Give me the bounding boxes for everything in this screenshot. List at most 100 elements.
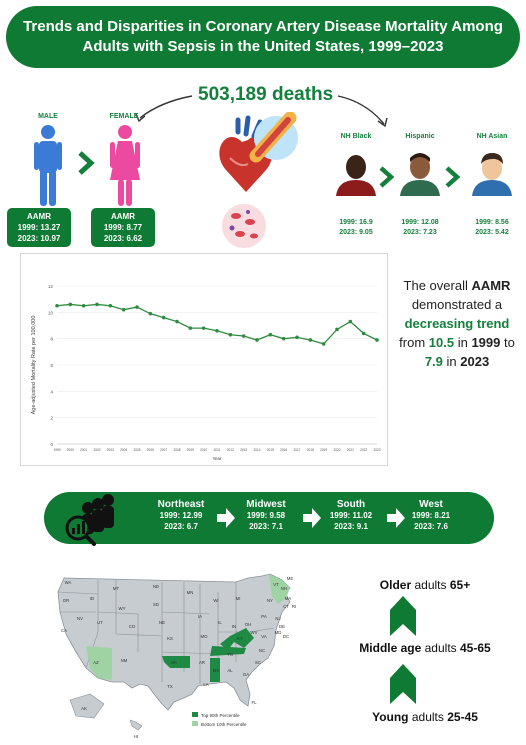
- x-tick-label: 2023: [373, 448, 380, 452]
- x-tick-label: 2020: [333, 448, 340, 452]
- male-aamr-1999: 1999: 13.27: [17, 223, 61, 232]
- state-label-ga: GA: [243, 672, 249, 677]
- region-west: West 1999: 8.21 2023: 7.6: [398, 499, 464, 532]
- us-mainland-shape: [57, 573, 291, 711]
- race-label-nh-asian: NH Asian: [476, 133, 508, 140]
- nh-asian-2023: 2023: 5.42: [475, 229, 509, 236]
- state-label-il: IL: [218, 620, 222, 625]
- us-state-map: WA OR CA NV ID MT WY UT AZ CO NM ND SD NE KS OK TX MN IA MO…: [57, 573, 296, 739]
- state-label-ca: CA: [61, 628, 67, 633]
- state-label-id: ID: [90, 596, 94, 601]
- x-tick-label: 2015: [267, 448, 274, 452]
- region-name: Midwest: [246, 499, 286, 510]
- state-label-oh: OH: [245, 622, 251, 627]
- region-1999: 1999: 9.58: [246, 511, 286, 520]
- state-label-ma: MA: [285, 596, 292, 601]
- female-figure-icon: [110, 125, 140, 206]
- legend-top-swatch: [192, 712, 198, 717]
- age-middle: Middle age adults 45-65: [322, 641, 526, 655]
- data-point: [161, 315, 166, 320]
- trend-text-part: from: [399, 335, 429, 350]
- trend-end-year: 2023: [460, 354, 490, 369]
- y-tick-label: 12: [48, 284, 54, 289]
- age-word: adults: [408, 710, 448, 724]
- data-point: [241, 334, 246, 338]
- legend-bottom-swatch: [192, 721, 198, 726]
- x-tick-label: 2017: [293, 448, 300, 452]
- nh-asian-1999: 1999: 8.56: [475, 219, 509, 226]
- age-label: Older: [379, 578, 412, 592]
- state-label-nd: ND: [153, 584, 159, 589]
- regions-banner: [44, 492, 494, 544]
- data-point: [215, 328, 219, 333]
- x-tick-label: 2014: [253, 448, 260, 452]
- title-line-1: Trends and Disparities in Coronary Arter…: [23, 18, 503, 35]
- legend-bottom-label: Bottom 10th Percentile: [201, 722, 247, 727]
- x-tick-label: 2004: [120, 448, 127, 452]
- data-point: [55, 303, 59, 308]
- region-2023: 2023: 6.7: [164, 522, 198, 531]
- data-point: [148, 311, 153, 316]
- state-label-ct: CT: [283, 604, 289, 609]
- x-tick-label: 2011: [214, 448, 221, 452]
- title-line-2: Adults with Sepsis in the United States,…: [82, 38, 444, 55]
- state-label-wy: WY: [119, 606, 126, 611]
- chevron-right-icon: [445, 166, 461, 188]
- region-south: South 1999: 11.02 2023: 9.1: [318, 499, 384, 532]
- aamr-series-line: [56, 303, 378, 345]
- arrow-right-icon: [217, 508, 235, 528]
- arizona-light-region: [86, 646, 112, 680]
- race-label-nh-black: NH Black: [340, 133, 372, 140]
- nh-asian-stats: 1999: 8.56 2023: 5.42: [462, 218, 522, 238]
- state-labels: WA OR CA NV ID MT WY UT AZ CO NM ND SD NE KS OK TX MN IA MO…: [61, 576, 296, 739]
- age-older: Older adults 65+: [330, 578, 520, 592]
- region-midwest: Midwest 1999: 9.58 2023: 7.1: [233, 499, 299, 532]
- trend-text-part: in: [442, 354, 461, 369]
- y-tick-label: 2: [50, 416, 53, 421]
- heart-artery-blood-illustration: [219, 112, 298, 248]
- age-young: Young adults 25-45: [330, 710, 520, 724]
- female-aamr-box: AAMR 1999: 8.77 2023: 6.62: [91, 208, 155, 247]
- state-label-sc: SC: [255, 660, 261, 665]
- state-label-ak: AK: [81, 706, 87, 711]
- state-label-az: AZ: [93, 660, 99, 665]
- x-tick-label: 2005: [133, 448, 140, 452]
- state-label-fl: FL: [251, 700, 257, 705]
- x-tick-label: 2006: [147, 448, 154, 452]
- state-label-me: ME: [287, 576, 294, 581]
- y-tick-label: 0: [50, 442, 53, 447]
- trend-text-part: demonstrated a: [411, 297, 503, 312]
- x-tick-label: 2010: [200, 448, 207, 452]
- data-point: [95, 302, 99, 307]
- trend-text-part: The overall: [403, 278, 472, 293]
- data-point: [135, 305, 139, 309]
- data-point: [81, 303, 86, 308]
- kentucky-westvirginia-highlight: [220, 628, 254, 650]
- female-aamr-1999: 1999: 8.77: [103, 223, 143, 232]
- state-label-va: VA: [261, 634, 267, 639]
- data-point: [188, 326, 193, 330]
- state-label-co: CO: [129, 624, 136, 629]
- age-word: adults: [421, 641, 460, 655]
- female-label: FEMALE: [109, 113, 139, 120]
- state-label-tn: TN: [227, 652, 233, 657]
- state-label-mt: MT: [113, 586, 120, 591]
- nh-black-stats: 1999: 16.9 2023: 9.05: [326, 218, 386, 238]
- chevron-right-icon: [379, 166, 395, 188]
- state-label-nj: NJ: [275, 616, 280, 621]
- male-aamr-heading: AAMR: [27, 212, 51, 221]
- hispanic-1999: 1999: 12.08: [401, 219, 439, 226]
- state-label-nc: NC: [259, 648, 265, 653]
- male-label: MALE: [38, 113, 58, 120]
- state-label-md: MD: [275, 630, 282, 635]
- data-point: [255, 338, 259, 342]
- age-label: Young: [372, 710, 409, 724]
- x-tick-label: 2000: [67, 448, 74, 452]
- y-tick-label: 6: [50, 363, 53, 368]
- region-2023: 2023: 7.1: [249, 522, 283, 531]
- region-2023: 2023: 7.6: [414, 522, 448, 531]
- data-point: [281, 336, 286, 341]
- x-tick-label: 2022: [360, 448, 367, 452]
- state-label-ny: NY: [267, 598, 273, 603]
- total-deaths: 503,189 deaths: [198, 84, 334, 105]
